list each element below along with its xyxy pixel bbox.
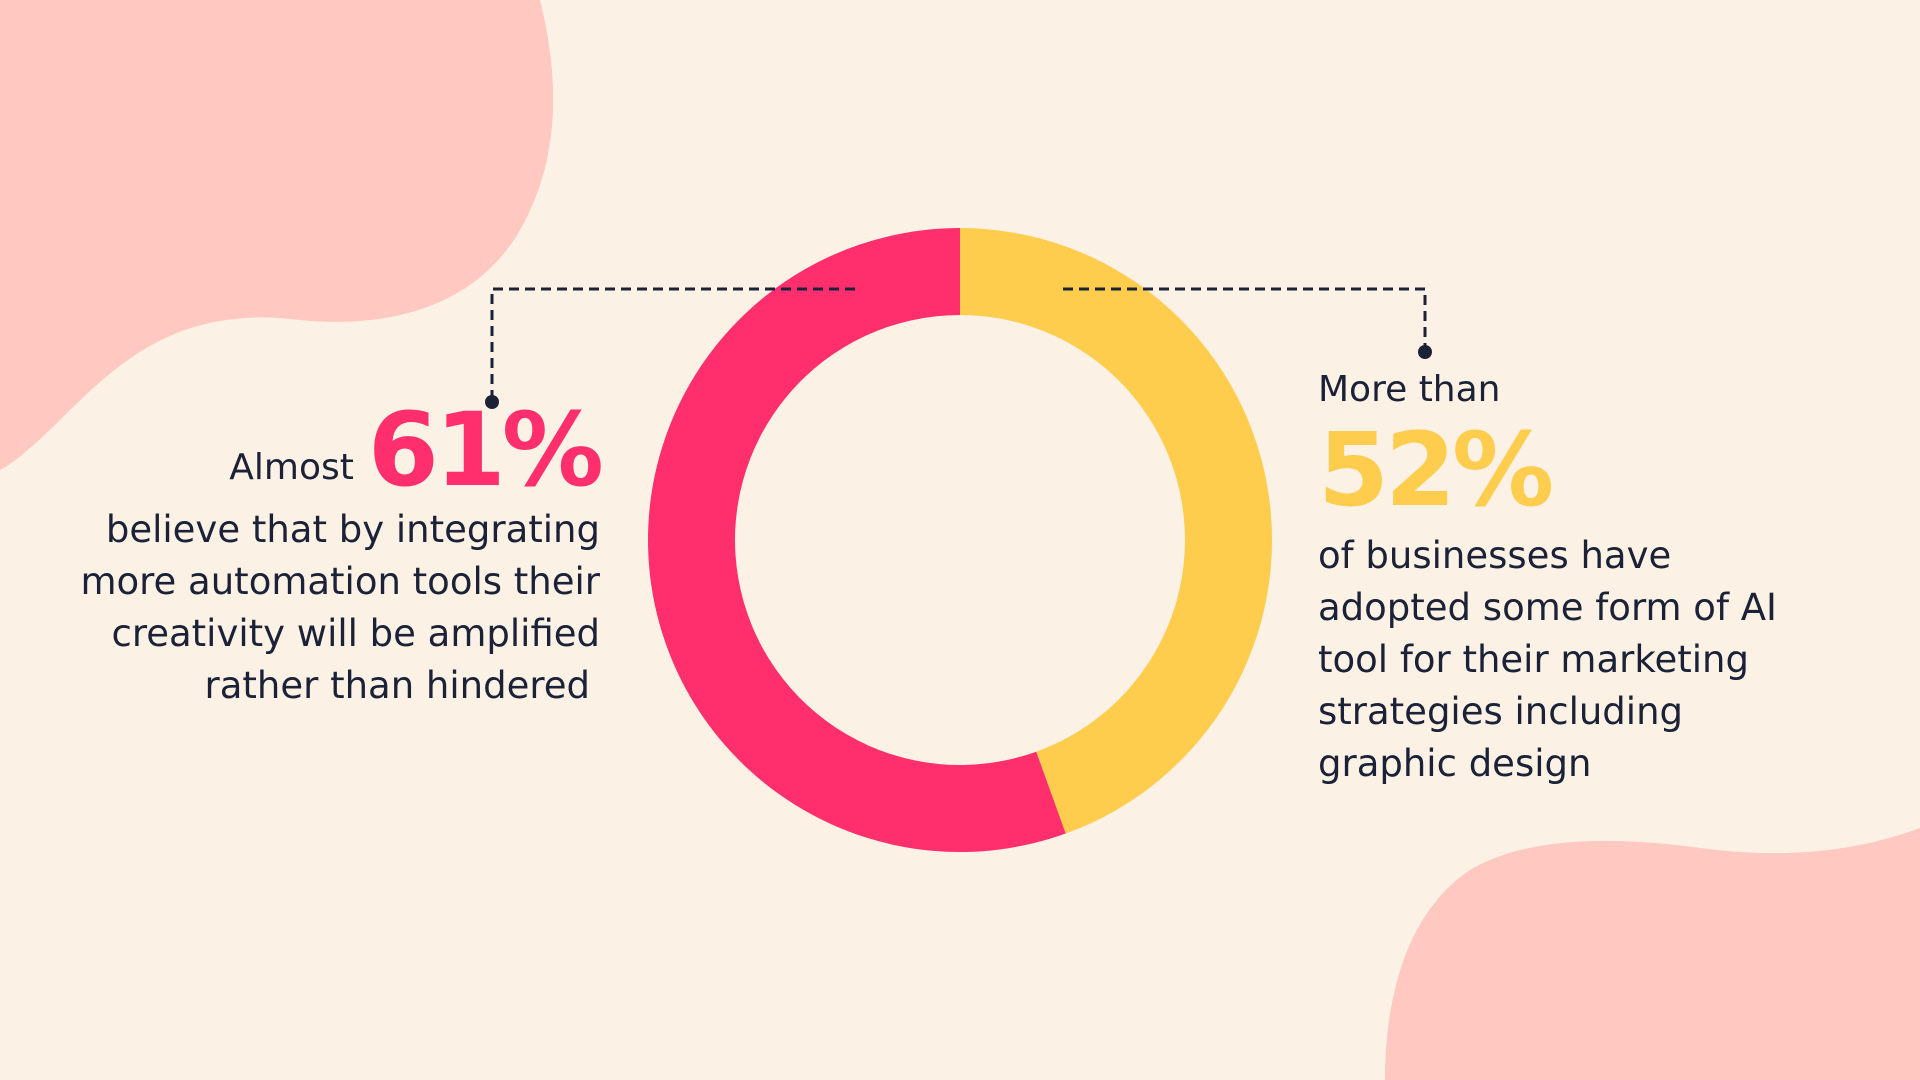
right-stat-line: of businesses have (1318, 534, 1672, 577)
left-stat-line: more automation tools their (80, 560, 600, 603)
right-stat-line: strategies including (1318, 690, 1684, 733)
top-left-blob (0, 0, 554, 470)
bottom-right-blob (1385, 828, 1920, 1080)
right-stat-line: tool for their marketing (1318, 638, 1749, 681)
left-callout-line (490, 287, 855, 402)
donut-slice-pink (648, 227, 1066, 852)
left-stat-line: rather than hindered (204, 664, 590, 707)
left-stat-line: creativity will be amplified (111, 612, 601, 655)
left-stat-value: 61% (367, 391, 604, 510)
left-callout-dot (485, 395, 499, 409)
right-stat-line: graphic design (1318, 742, 1592, 785)
right-stat: More than 52% of businesses have adopted… (1318, 372, 1878, 790)
right-stat-prefix: More than (1318, 369, 1501, 410)
donut-slice-yellow (960, 228, 1273, 834)
right-callout (1063, 287, 1432, 359)
right-callout-line (1063, 287, 1427, 352)
right-stat-line: adopted some form of AI (1318, 586, 1777, 629)
left-stat-description: believe that by integrating more automat… (40, 504, 600, 712)
right-stat-description: of businesses have adopted some form of … (1318, 530, 1878, 790)
left-stat: Almost 61% believe that by integrating mo… (40, 400, 604, 712)
donut-slices (648, 227, 1273, 852)
right-stat-value: 52% (1318, 411, 1554, 530)
left-stat-prefix: Almost (229, 447, 354, 488)
right-callout-dot (1418, 345, 1432, 359)
left-stat-headline: Almost 61% (40, 400, 604, 502)
left-callout (485, 287, 855, 409)
left-stat-line: believe that by integrating (105, 508, 600, 551)
